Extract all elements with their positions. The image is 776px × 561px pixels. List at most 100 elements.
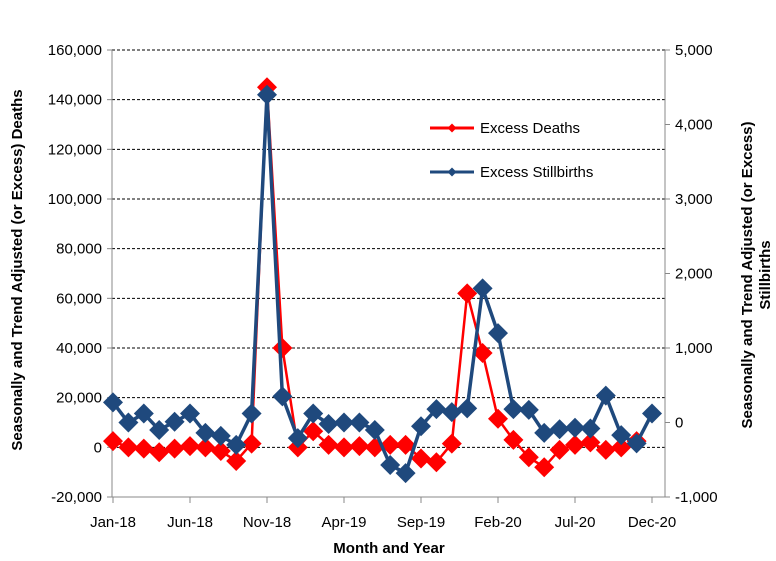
legend-label: Excess Deaths <box>480 120 580 137</box>
excess-deaths-marker <box>411 448 431 469</box>
excess-deaths-marker <box>180 436 200 457</box>
excess-deaths-marker <box>103 431 123 452</box>
excess-deaths-marker <box>518 447 539 468</box>
x-axis-ticks: Jan-18 Jun-18 Nov-18 Apr-19 Sep-19 Feb-20 Jul-… <box>90 497 676 531</box>
excess-stillbirths-marker <box>441 402 462 423</box>
excess-stillbirths-marker <box>195 422 216 443</box>
x-tick-label: Feb-20 <box>474 514 522 531</box>
excess-deaths-marker <box>611 437 632 458</box>
left-tick-label: 100,000 <box>48 191 102 208</box>
left-y-axis-title: Seasonally and Trend Adjusted (or Excess… <box>9 89 26 450</box>
excess-deaths-marker <box>318 434 339 455</box>
excess-stillbirths-marker <box>626 433 647 454</box>
left-tick-label: 0 <box>94 439 102 456</box>
excess-stillbirths-marker <box>287 428 308 449</box>
excess-deaths-marker <box>565 434 585 455</box>
left-y-axis-ticks: -20,000 0 20,000 40,000 60,000 80,000 100,000 1… <box>48 42 112 506</box>
legend-swatch-marker <box>447 167 457 177</box>
excess-deaths-marker <box>334 437 354 458</box>
excess-stillbirths-marker <box>180 403 200 424</box>
excess-deaths-marker <box>472 342 493 363</box>
legend: Excess Deaths Excess Stillbirths <box>430 120 593 181</box>
excess-stillbirths-series <box>103 84 662 484</box>
excess-stillbirths-marker <box>549 419 570 440</box>
excess-stillbirths-marker <box>457 398 478 419</box>
excess-stillbirths-marker <box>241 403 262 424</box>
left-tick-label: 20,000 <box>56 390 102 407</box>
excess-deaths-marker <box>580 432 601 453</box>
excess-deaths-marker <box>195 437 216 458</box>
left-tick-label: 80,000 <box>56 241 102 258</box>
excess-stillbirths-marker <box>133 403 154 424</box>
excess-deaths-marker <box>118 437 139 458</box>
right-tick-label: 0 <box>675 415 683 432</box>
x-tick-label: Sep-19 <box>397 514 445 531</box>
legend-swatch-marker <box>447 123 457 133</box>
right-tick-label: 4,000 <box>675 117 713 134</box>
excess-stillbirths-marker <box>565 417 585 438</box>
excess-deaths-marker <box>241 433 262 454</box>
x-tick-label: Dec-20 <box>628 514 676 531</box>
excess-deaths-marker <box>349 436 370 457</box>
left-tick-label: 140,000 <box>48 92 102 109</box>
right-y-axis-ticks: -1,000 0 1,000 2,000 3,000 4,000 5,000 <box>665 42 718 506</box>
excess-deaths-marker <box>457 283 478 304</box>
excess-deaths-marker <box>503 429 524 450</box>
x-tick-label: Jun-18 <box>167 514 213 531</box>
left-tick-label: 40,000 <box>56 340 102 357</box>
right-y-axis-title-line2: Stillbirths <box>757 240 774 309</box>
excess-deaths-marker <box>549 439 570 460</box>
legend-label: Excess Stillbirths <box>480 164 593 181</box>
excess-deaths-marker <box>272 338 293 358</box>
excess-deaths-marker <box>488 408 508 429</box>
excess-deaths-marker <box>426 452 447 473</box>
excess-deaths-marker <box>149 442 170 463</box>
excess-stillbirths-marker <box>642 403 662 424</box>
excess-deaths-marker <box>226 450 247 471</box>
excess-stillbirths-marker <box>364 419 385 440</box>
excess-stillbirths-marker <box>395 463 416 484</box>
excess-stillbirths-marker <box>580 418 601 439</box>
x-tick-label: Jan-18 <box>90 514 136 531</box>
right-tick-label: -1,000 <box>675 489 718 506</box>
excess-stillbirths-marker <box>164 411 185 432</box>
left-tick-label: 160,000 <box>48 42 102 59</box>
excess-stillbirths-marker <box>503 399 524 420</box>
right-tick-label: 3,000 <box>675 191 713 208</box>
excess-stillbirths-marker <box>518 399 539 420</box>
x-tick-label: Jul-20 <box>555 514 596 531</box>
excess-stillbirths-marker <box>303 403 324 424</box>
excess-stillbirths-marker <box>534 422 555 443</box>
excess-stillbirths-marker <box>349 412 370 433</box>
excess-stillbirths-marker <box>118 412 139 433</box>
left-tick-label: -20,000 <box>51 489 102 506</box>
excess-stillbirths-marker <box>226 434 247 455</box>
excess-stillbirths-marker <box>149 419 170 440</box>
excess-deaths-marker <box>395 434 416 455</box>
excess-deaths-marker <box>441 433 462 454</box>
excess-stillbirths-marker <box>488 323 508 344</box>
excess-stillbirths-marker <box>595 385 616 406</box>
excess-stillbirths-marker <box>472 278 493 299</box>
excess-stillbirths-marker <box>334 412 354 433</box>
excess-deaths-marker <box>210 441 231 462</box>
excess-stillbirths-marker <box>380 454 401 475</box>
excess-stillbirths-marker <box>426 399 447 420</box>
x-tick-label: Apr-19 <box>321 514 366 531</box>
excess-deaths-marker <box>303 421 324 442</box>
excess-stillbirths-marker <box>611 425 632 446</box>
legend-item-excess-stillbirths: Excess Stillbirths <box>430 164 593 181</box>
left-tick-label: 120,000 <box>48 141 102 158</box>
right-tick-label: 1,000 <box>675 340 713 357</box>
excess-stillbirths-marker <box>257 84 277 105</box>
excess-deaths-marker <box>133 438 154 459</box>
gridlines <box>112 49 665 448</box>
x-tick-label: Nov-18 <box>243 514 291 531</box>
excess-deaths-marker <box>164 438 185 459</box>
excess-deaths-marker <box>595 439 616 460</box>
excess-stillbirths-marker <box>210 425 231 446</box>
right-tick-label: 5,000 <box>675 42 713 59</box>
series <box>103 77 662 484</box>
excess-stillbirths-marker <box>411 416 431 437</box>
